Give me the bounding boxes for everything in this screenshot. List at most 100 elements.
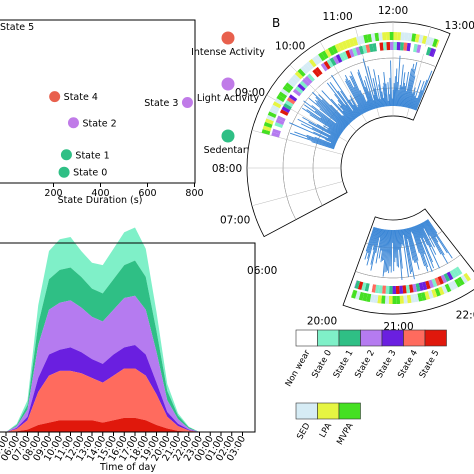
polar-activity-bar bbox=[411, 80, 422, 110]
polar-activity-bar bbox=[413, 226, 425, 255]
polar-ring-block bbox=[342, 51, 349, 61]
polar-intensity-block bbox=[397, 32, 402, 41]
polar-ring-block bbox=[402, 285, 407, 294]
polar-activity-bar bbox=[419, 223, 432, 248]
polar-ring-block bbox=[422, 46, 429, 55]
polar-activity-bar bbox=[396, 55, 401, 107]
polar-ring-block bbox=[375, 284, 380, 294]
polar-activity-bar bbox=[381, 229, 387, 261]
polar-hour-label: 12:00 bbox=[378, 5, 408, 17]
polar-intensity-block bbox=[382, 32, 387, 41]
polar-activity-bar bbox=[373, 99, 377, 109]
polar-activity-bar bbox=[405, 228, 414, 261]
polar-activity-bar bbox=[409, 227, 412, 232]
polar-activity-bar bbox=[363, 80, 375, 110]
polar-activity-bar bbox=[327, 128, 340, 137]
polar-ring-block bbox=[399, 285, 404, 294]
polar-ring-block bbox=[382, 285, 387, 294]
polar-activity-bar bbox=[306, 134, 336, 147]
polar-activity-bar bbox=[384, 229, 389, 273]
polar-ring-block bbox=[371, 284, 377, 293]
polar-ring-block bbox=[385, 285, 390, 294]
polar-activity-bar bbox=[289, 132, 335, 149]
polar-ring-block bbox=[379, 42, 384, 51]
polar-activity-bar bbox=[350, 75, 368, 112]
polar-activity-bar bbox=[343, 115, 351, 124]
polar-ring-block bbox=[272, 128, 281, 135]
scatter-x-tick-label: 800 bbox=[185, 188, 203, 199]
scatter-point bbox=[181, 96, 193, 108]
polar-intensity-block bbox=[362, 292, 368, 302]
polar-activity-bar bbox=[375, 228, 382, 254]
polar-activity-bar bbox=[365, 86, 374, 110]
polar-intensity-block bbox=[435, 39, 440, 48]
polar-activity-bar bbox=[407, 227, 420, 270]
polar-activity-bar bbox=[329, 82, 357, 119]
polar-activity-bar bbox=[309, 114, 342, 135]
polar-intensity-block bbox=[410, 294, 416, 303]
polar-activity-bar bbox=[379, 229, 384, 248]
polar-activity-bar bbox=[425, 220, 437, 238]
polar-activity-bar bbox=[399, 229, 402, 247]
polar-activity-bar bbox=[386, 229, 391, 271]
polar-activity-bar bbox=[375, 228, 383, 264]
polar-ring-block bbox=[281, 106, 291, 113]
polar-activity-bar bbox=[400, 229, 404, 246]
polar-intensity-block bbox=[331, 45, 339, 54]
scatter-x-tick-label: 200 bbox=[44, 188, 62, 199]
polar-ring-block bbox=[323, 60, 331, 70]
polar-activity-bar bbox=[373, 88, 380, 108]
scatter-frame bbox=[0, 19, 196, 184]
polar-ring-block bbox=[446, 271, 454, 281]
polar-activity-bar bbox=[328, 127, 341, 136]
polar-intensity-block bbox=[441, 285, 448, 294]
polar-activity-bar bbox=[330, 104, 350, 125]
polar-hour-label: 09:00 bbox=[235, 87, 265, 99]
polar-ring-block bbox=[421, 281, 428, 291]
polar-ring-block bbox=[290, 91, 300, 99]
polar-ring-block bbox=[357, 281, 364, 290]
scatter-point-label: State 3 bbox=[144, 98, 178, 109]
polar-activity-bar bbox=[416, 224, 433, 263]
polar-activity-bar bbox=[404, 228, 415, 280]
polar-activity-bar bbox=[422, 222, 430, 236]
polar-intensity-block bbox=[381, 295, 386, 304]
polar-ring-block bbox=[277, 115, 286, 122]
polar-activity-bar bbox=[345, 104, 357, 119]
state-color-swatch bbox=[381, 329, 404, 347]
polar-activity-bar bbox=[383, 72, 388, 107]
polar-ring-block bbox=[416, 44, 422, 54]
polar-ring-block bbox=[415, 283, 421, 292]
polar-intensity-block bbox=[420, 292, 427, 301]
polar-activity-bar bbox=[415, 225, 421, 239]
polar-intensity-block bbox=[262, 125, 272, 132]
polar-intensity-block bbox=[378, 32, 383, 41]
polar-ring-block bbox=[329, 57, 337, 67]
legend-label: Light Activity bbox=[197, 93, 260, 104]
polar-activity-bar bbox=[400, 72, 406, 107]
polar-activity-bar bbox=[418, 224, 429, 246]
polar-activity-bar bbox=[321, 90, 352, 123]
polar-activity-bar bbox=[327, 137, 337, 143]
polar-ring-block bbox=[432, 49, 437, 58]
polar-activity-bar bbox=[408, 93, 414, 109]
polar-activity-bar bbox=[424, 221, 445, 256]
polar-intensity-block bbox=[431, 289, 438, 298]
polar-activity-bar bbox=[411, 226, 426, 267]
polar-intensity-block bbox=[457, 276, 465, 286]
polar-ring-block bbox=[419, 45, 425, 54]
polar-activity-bar bbox=[396, 229, 400, 250]
polar-activity-bar bbox=[405, 68, 415, 108]
polar-activity-bar bbox=[302, 117, 340, 139]
polar-intensity-block bbox=[428, 37, 435, 47]
panel-label-b: B bbox=[272, 16, 280, 30]
polar-ring-block bbox=[443, 273, 451, 282]
polar-ring-block bbox=[437, 275, 444, 285]
polar-intensity-block bbox=[321, 50, 329, 60]
polar-activity-bar bbox=[311, 127, 338, 141]
polar-activity-bar bbox=[364, 227, 376, 260]
polar-activity-bar bbox=[312, 91, 349, 126]
polar-intensity-block bbox=[406, 294, 412, 304]
polar-ring-block bbox=[386, 42, 391, 51]
polar-activity-bar bbox=[378, 98, 381, 108]
